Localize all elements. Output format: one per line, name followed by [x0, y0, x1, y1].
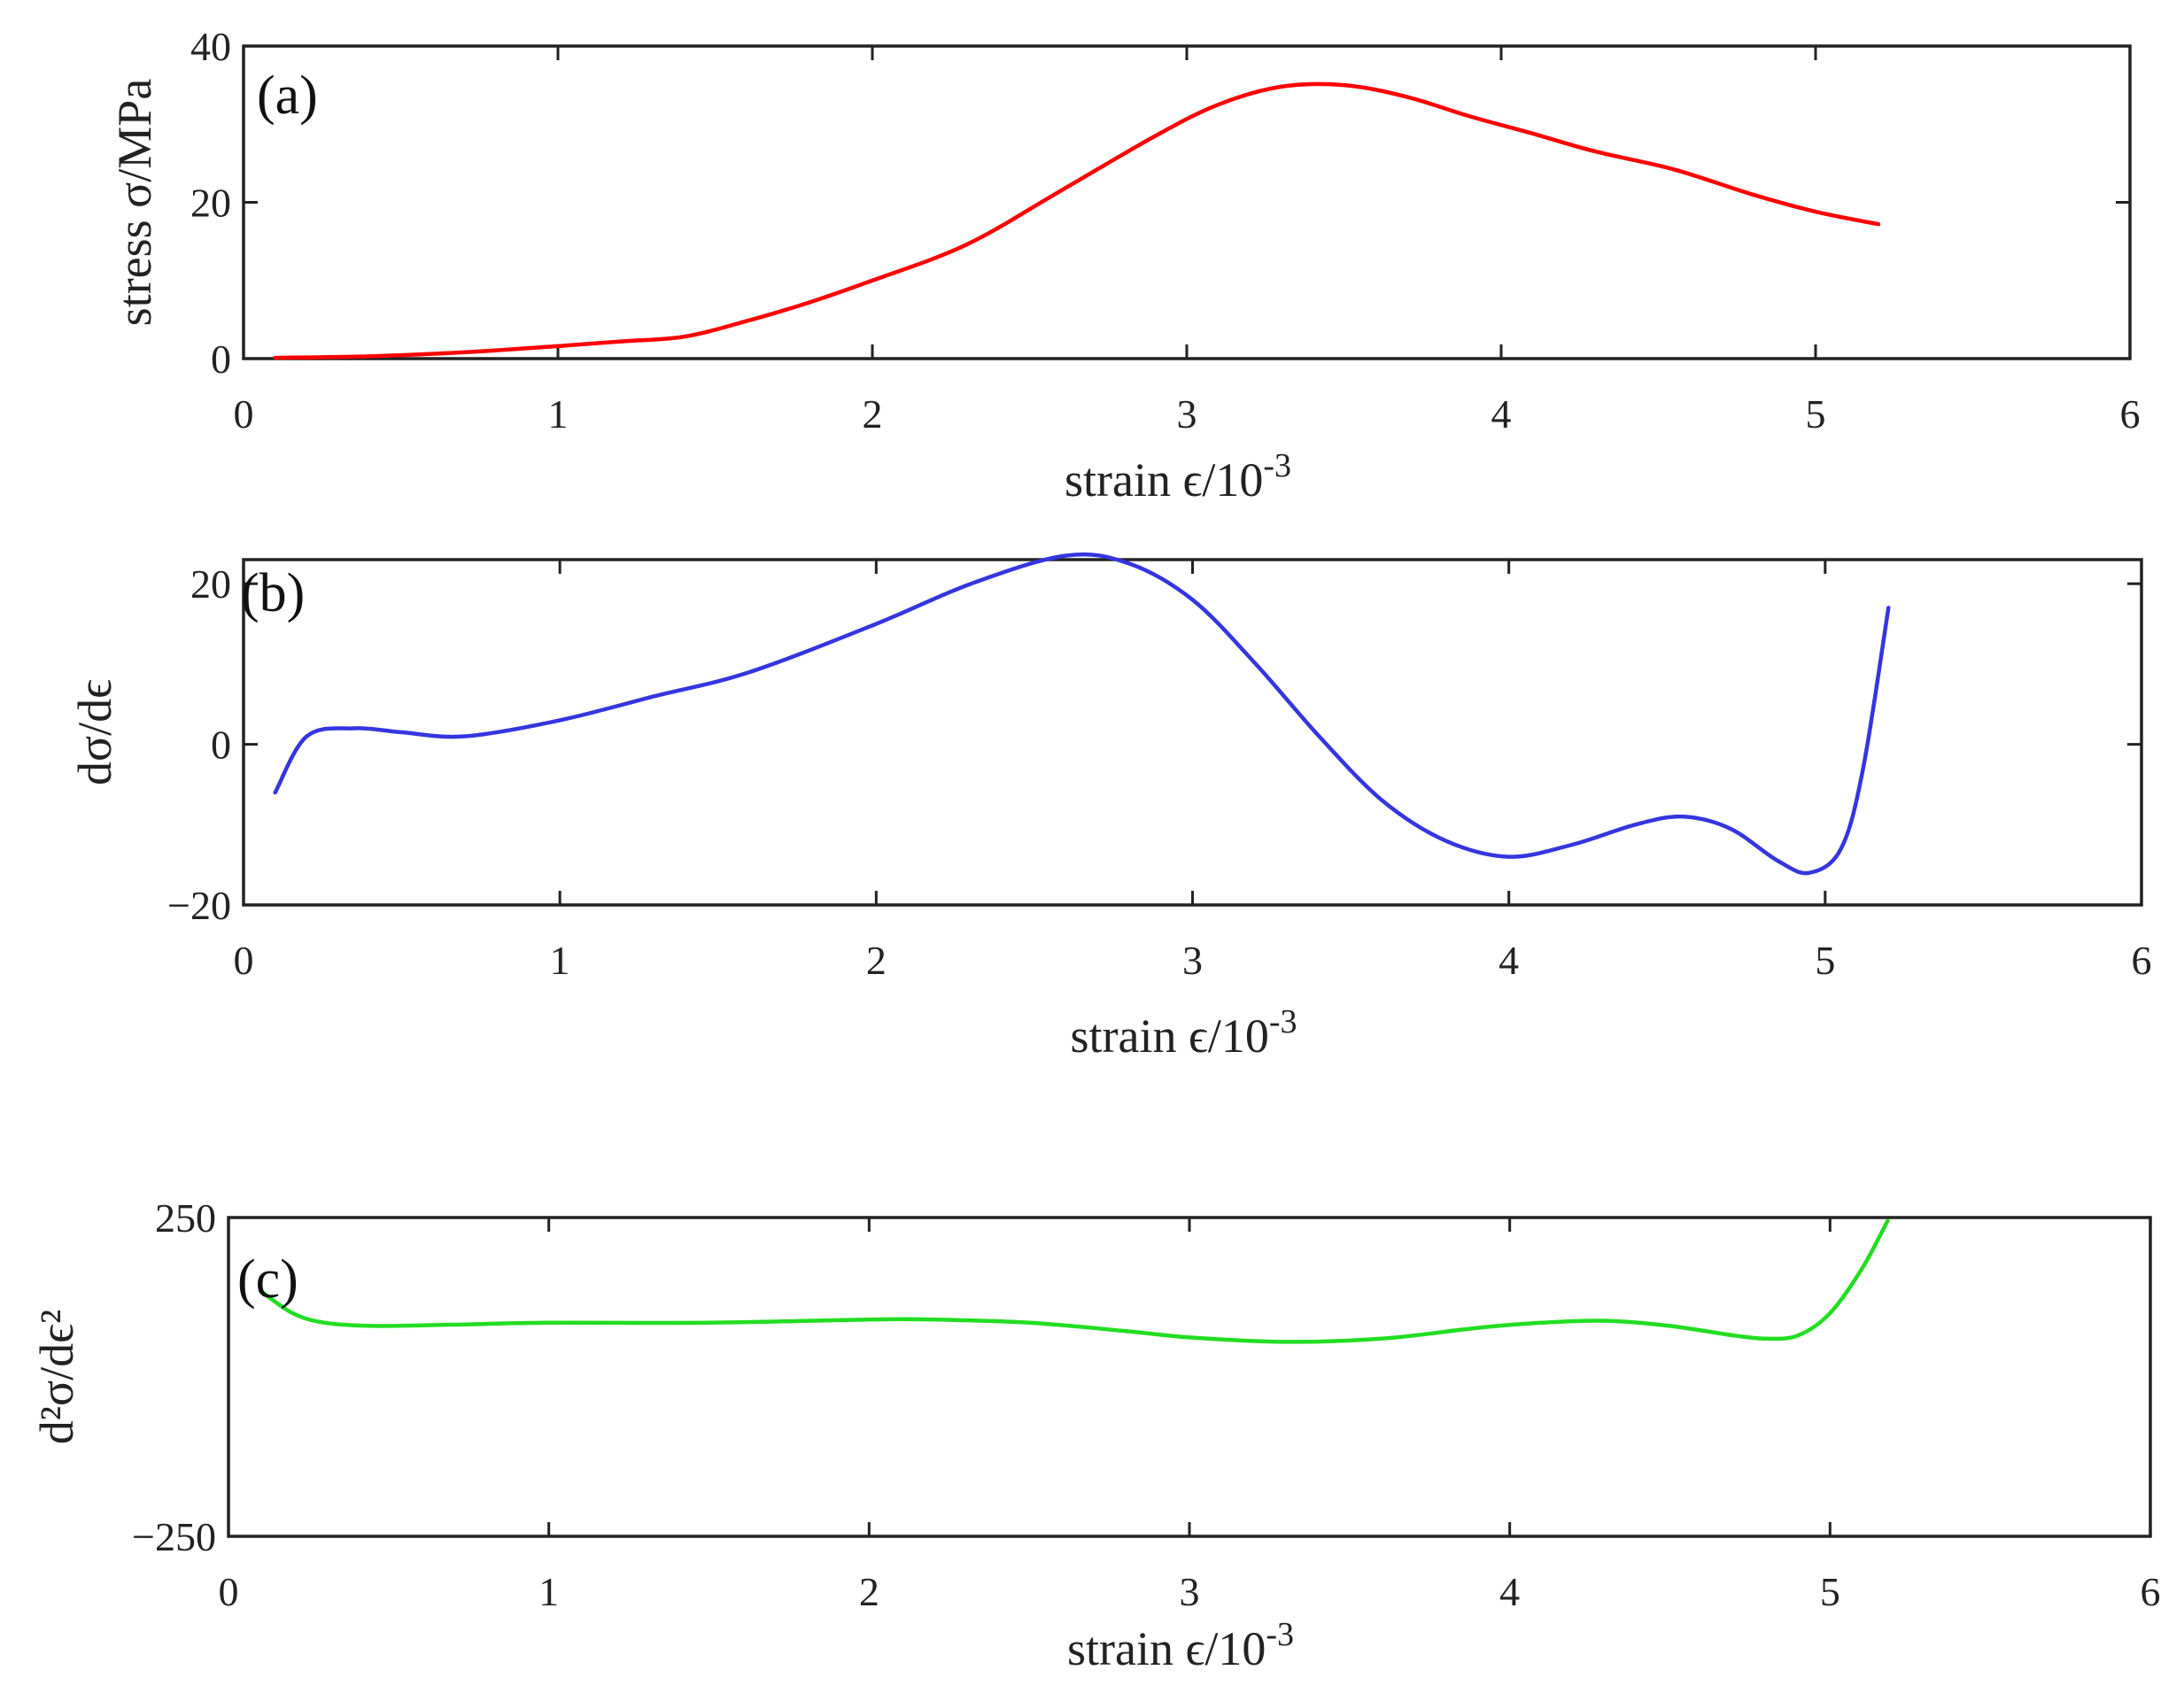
y-axis-label: d²σ/dϵ²: [30, 1310, 83, 1444]
y-axis-label: dσ/dϵ: [68, 679, 121, 785]
y-tick-label: 20: [190, 181, 231, 226]
y-tick-label: 250: [155, 1195, 216, 1241]
x-tick-label: 5: [1820, 1569, 1840, 1614]
x-tick-label: 1: [548, 391, 569, 437]
x-tick-label: 1: [550, 938, 570, 983]
panel-label: (b): [241, 563, 305, 623]
series-line: [273, 552, 1891, 876]
panel-c-second-derivative: 0 1 2 3 4 5 6 −250 250 (c) strain ϵ/10-3 d²σ/dϵ²: [30, 1195, 2161, 1675]
x-tick-label: 3: [1177, 391, 1197, 437]
x-tick-label: 2: [863, 391, 883, 437]
x-tick-label: 0: [219, 1569, 239, 1614]
y-tick-label: 0: [211, 336, 231, 382]
x-tick-label: 6: [2141, 1569, 2161, 1614]
y-tick-label: 40: [190, 24, 231, 69]
x-tick-label: 4: [1499, 1569, 1520, 1614]
x-tick-label: 5: [1815, 938, 1835, 983]
y-tick-label: −20: [167, 883, 231, 928]
x-tick-label: 2: [866, 938, 887, 983]
panel-label: (a): [257, 66, 318, 126]
plot-frame: [242, 44, 2132, 360]
x-tick-label: 2: [859, 1569, 879, 1614]
y-tick-label: 0: [211, 723, 231, 768]
x-tick-label: 6: [2120, 391, 2141, 437]
x-tick-label: 6: [2132, 938, 2152, 983]
x-tick-label: 3: [1182, 938, 1203, 983]
x-tick-label: 3: [1180, 1569, 1200, 1614]
panel-a-stress-strain: 0 1 2 3 4 5 6 0 20 40 (a) strain ϵ/10-3 stress σ/MPa: [108, 24, 2141, 506]
series-line: [273, 81, 1881, 360]
x-axis-label: strain ϵ/10-3: [1067, 1616, 1294, 1675]
x-tick-label: 1: [538, 1569, 559, 1614]
x-axis-label: strain ϵ/10-3: [1071, 1003, 1297, 1063]
x-tick-label: 4: [1499, 938, 1519, 983]
x-axis-label: strain ϵ/10-3: [1065, 447, 1291, 506]
series-line: [258, 1218, 1890, 1344]
x-tick-label: 0: [234, 391, 254, 437]
panel-label: (c): [237, 1249, 298, 1310]
y-tick-label: −250: [132, 1514, 216, 1559]
x-tick-label: 5: [1806, 391, 1826, 437]
x-tick-label: 0: [234, 938, 254, 983]
x-tick-label: 4: [1491, 391, 1512, 437]
y-axis-label: stress σ/MPa: [108, 79, 161, 327]
plot-frame: [242, 558, 2143, 907]
y-tick-label: 20: [190, 561, 231, 607]
